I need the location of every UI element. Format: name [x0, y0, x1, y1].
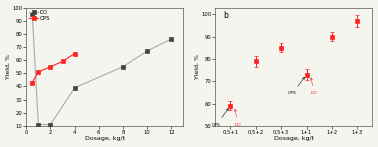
DO	[36, 124, 40, 125]
DO	[121, 66, 125, 68]
DO	[169, 38, 174, 40]
DO	[30, 13, 34, 15]
DO	[72, 87, 77, 89]
Text: OPS: OPS	[212, 108, 228, 127]
Line: OPS: OPS	[31, 52, 76, 84]
X-axis label: Dosage, kg/t: Dosage, kg/t	[85, 136, 125, 141]
Text: OPS: OPS	[288, 77, 305, 95]
OPS	[72, 53, 77, 54]
Y-axis label: Yield, %: Yield, %	[195, 54, 200, 79]
OPS	[36, 71, 40, 73]
Text: DO: DO	[234, 109, 242, 127]
OPS	[30, 82, 34, 83]
OPS	[48, 66, 53, 68]
Text: b: b	[223, 11, 228, 20]
Text: DO: DO	[310, 78, 318, 95]
DO	[48, 124, 53, 125]
Legend: DO, OPS: DO, OPS	[28, 9, 51, 22]
Y-axis label: Yield, %: Yield, %	[6, 54, 11, 79]
Line: DO: DO	[31, 12, 173, 126]
X-axis label: Dosage, kg/t: Dosage, kg/t	[274, 136, 314, 141]
OPS	[60, 61, 65, 62]
DO	[145, 50, 149, 52]
